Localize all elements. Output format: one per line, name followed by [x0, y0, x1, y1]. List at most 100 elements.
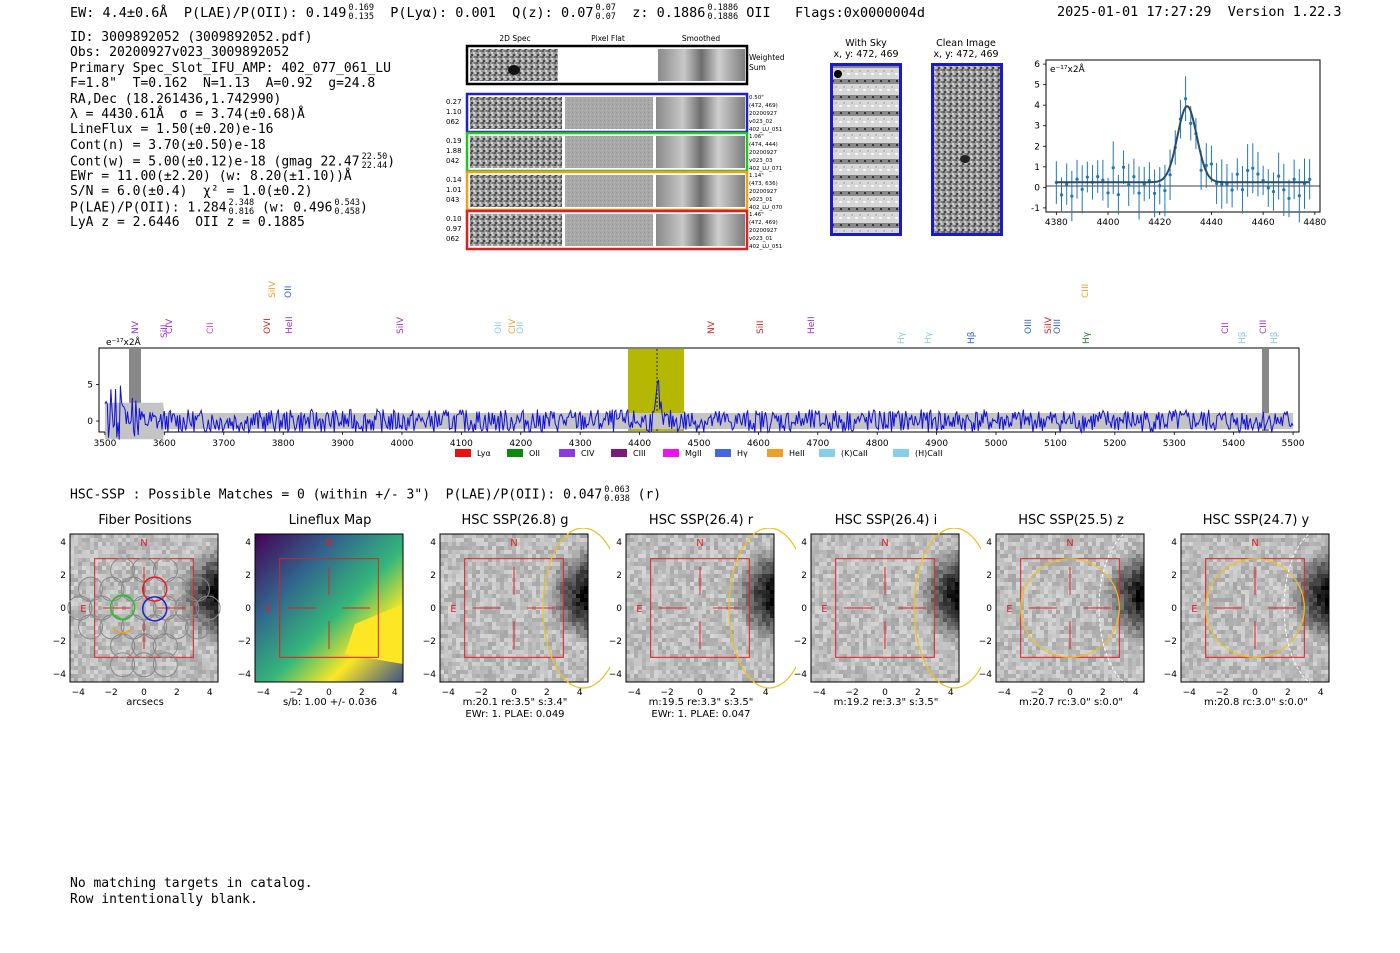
legend-label: MgII [685, 449, 702, 458]
zoom-data-point [1116, 193, 1120, 197]
emission-line-label: Hγ [1082, 331, 1092, 344]
hsc-summary-hi: 0.063 [604, 485, 630, 495]
panel-x-tick-label: 2 [915, 688, 921, 698]
legend-label: CIII [633, 449, 646, 458]
z-value: z: 0.1886 [632, 5, 706, 21]
emission-line-label: Hβ [967, 331, 977, 344]
plae2-w-range: 0.543 0.458 [334, 199, 360, 217]
zoom-data-point [1080, 187, 1084, 191]
cutout-2dspec [470, 214, 562, 246]
legend-swatch [767, 449, 783, 457]
panel-y-tick-label: 0 [60, 604, 66, 614]
hsc-summary-range: 0.063 0.038 [604, 486, 630, 504]
info-plae: P(LAE)/P(OII): 1.284 2.348 0.816 (w: 0.496… [70, 198, 368, 218]
zoom-x-tick-label: 4400 [1097, 218, 1120, 228]
ew-value: EW: 4.4±0.6Å [70, 5, 168, 21]
spectrum-x-tick-label: 4000 [391, 439, 414, 449]
emission-line-label: CIII [1259, 320, 1269, 334]
zoom-data-point [1096, 174, 1100, 179]
north-label: N [140, 538, 147, 549]
clean-source [960, 155, 970, 163]
zoom-data-point [1163, 189, 1167, 193]
cutout-2dspec [470, 136, 562, 168]
panel-title: HSC SSP(26.4) i [834, 513, 938, 528]
cutout-right-label: (472, 469) [749, 220, 778, 226]
zoom-data-point [1246, 168, 1250, 173]
info-primary: Primary Spec_Slot_IFU_AMP: 402_077_061_L… [70, 60, 391, 76]
panel-caption: arcsecs [126, 697, 164, 708]
panel-x-tick-label: −4 [628, 688, 642, 698]
emission-line-label: SiII [756, 320, 766, 334]
spectrum-x-tick-label: 4200 [509, 439, 532, 449]
panel-y-tick-label: −2 [794, 637, 807, 647]
zoom-y-tick-label: 3 [1034, 122, 1040, 132]
zoom-data-point [1204, 163, 1208, 168]
contw-hi: 22.50 [361, 152, 388, 163]
cutout-2dspec [470, 175, 562, 207]
emission-line-label: Hγ [924, 331, 934, 344]
panel-y-tick-label: 0 [616, 604, 622, 614]
cutout-rows: 0.27 1.10 062 0.50" (472, 469) 20200927 v023_0… [446, 92, 783, 251]
cutout-left-label: 0.19 [446, 137, 462, 145]
spectrum-x-tick-label: 3800 [272, 439, 295, 449]
panel-x-tick-label: −4 [257, 688, 271, 698]
legend-label: CIV [581, 449, 595, 458]
north-label: N [1066, 538, 1073, 549]
emission-line-label: HeII [807, 316, 817, 334]
spectrum-x-tick-label: 5300 [1163, 439, 1186, 449]
spectrum-x-tick-label: 3500 [93, 439, 116, 449]
cutout-right-label: 1.06" [749, 134, 764, 140]
east-label: E [265, 604, 271, 615]
spectrum-x-tick-label: 4900 [925, 439, 948, 449]
panel-y-tick-label: 4 [986, 538, 992, 548]
panel-y-tick-label: 0 [1171, 604, 1177, 614]
spectrum-x-tick-label: 3600 [153, 439, 176, 449]
zoom-unit-label: e⁻¹⁷x2Å [1050, 63, 1086, 75]
footer-notes: No matching targets in catalog. Row inten… [70, 876, 313, 907]
contw-text: Cont(w) = 5.00(±0.12)e-18 (gmag 22.47 [70, 154, 360, 170]
panel-y-tick-label: −4 [53, 670, 67, 680]
info-contn: Cont(n) = 3.70(±0.50)e-18 [70, 137, 266, 153]
panel-title: HSC SSP(26.8) g [461, 513, 569, 528]
cutout-right-label: 1.46" [749, 212, 764, 218]
panel-x-tick-label: 2 [1100, 688, 1106, 698]
cutout-right-label: (473, 636) [749, 181, 778, 187]
panel-caption: EWr: 1. PLAE: 0.049 [465, 709, 565, 720]
col-header-pixelflat: Pixel Flat [591, 34, 625, 43]
zoom-data-point [1158, 184, 1162, 188]
zoom-x-tick-label: 4480 [1303, 218, 1326, 228]
zoom-data-point [1189, 121, 1193, 125]
panel-y-tick-label: −4 [609, 670, 623, 680]
panel-y-tick-label: 4 [430, 538, 436, 548]
cutout-right-label: 0.50" [749, 95, 764, 101]
zoom-data-point [1101, 178, 1105, 182]
zoom-data-point [1271, 189, 1276, 194]
spectrum-x-tick-label: 5000 [985, 439, 1008, 449]
panel-caption: m:20.8 rc:3.0" s:0.0" [1203, 697, 1309, 708]
cutout-right-label: 402_LU_070 [749, 205, 783, 211]
emission-line-label: OIII [1024, 319, 1034, 334]
legend-swatch [715, 449, 731, 457]
image-panel: N E 4 2 0 −2 −4 −4 −2 0 2 4 [53, 533, 221, 698]
legend-swatch [611, 449, 627, 457]
spectrum-x-tick-label: 4100 [450, 439, 473, 449]
spectrum-x-tick-label: 4600 [747, 439, 770, 449]
zoom-data-point [1111, 166, 1115, 170]
cutout-left-label: 043 [446, 196, 459, 204]
panel-x-tick-label: 4 [1318, 688, 1324, 698]
cutout-left-label: 1.10 [446, 108, 462, 116]
hsc-summary-band: (r) [637, 487, 662, 503]
panel-y-tick-label: 2 [1171, 571, 1177, 581]
east-label: E [636, 604, 642, 615]
plae2-w: (w: 0.496 [261, 200, 333, 216]
panel-y-tick-label: 2 [245, 571, 251, 581]
panel-x-tick-label: −4 [442, 688, 456, 698]
legend-swatch [663, 449, 679, 457]
contw-lo: 22.44 [361, 161, 388, 172]
image-panel: N E 4 2 0 −2 −4 −4 −2 0 2 4 [423, 528, 610, 698]
zoom-x-tick-label: 4440 [1200, 218, 1223, 228]
zoom-y-tick-label: 2 [1034, 142, 1040, 152]
spectrum-x-tick-label: 4500 [688, 439, 711, 449]
north-label: N [881, 538, 888, 549]
panel-y-tick-label: −2 [609, 637, 622, 647]
